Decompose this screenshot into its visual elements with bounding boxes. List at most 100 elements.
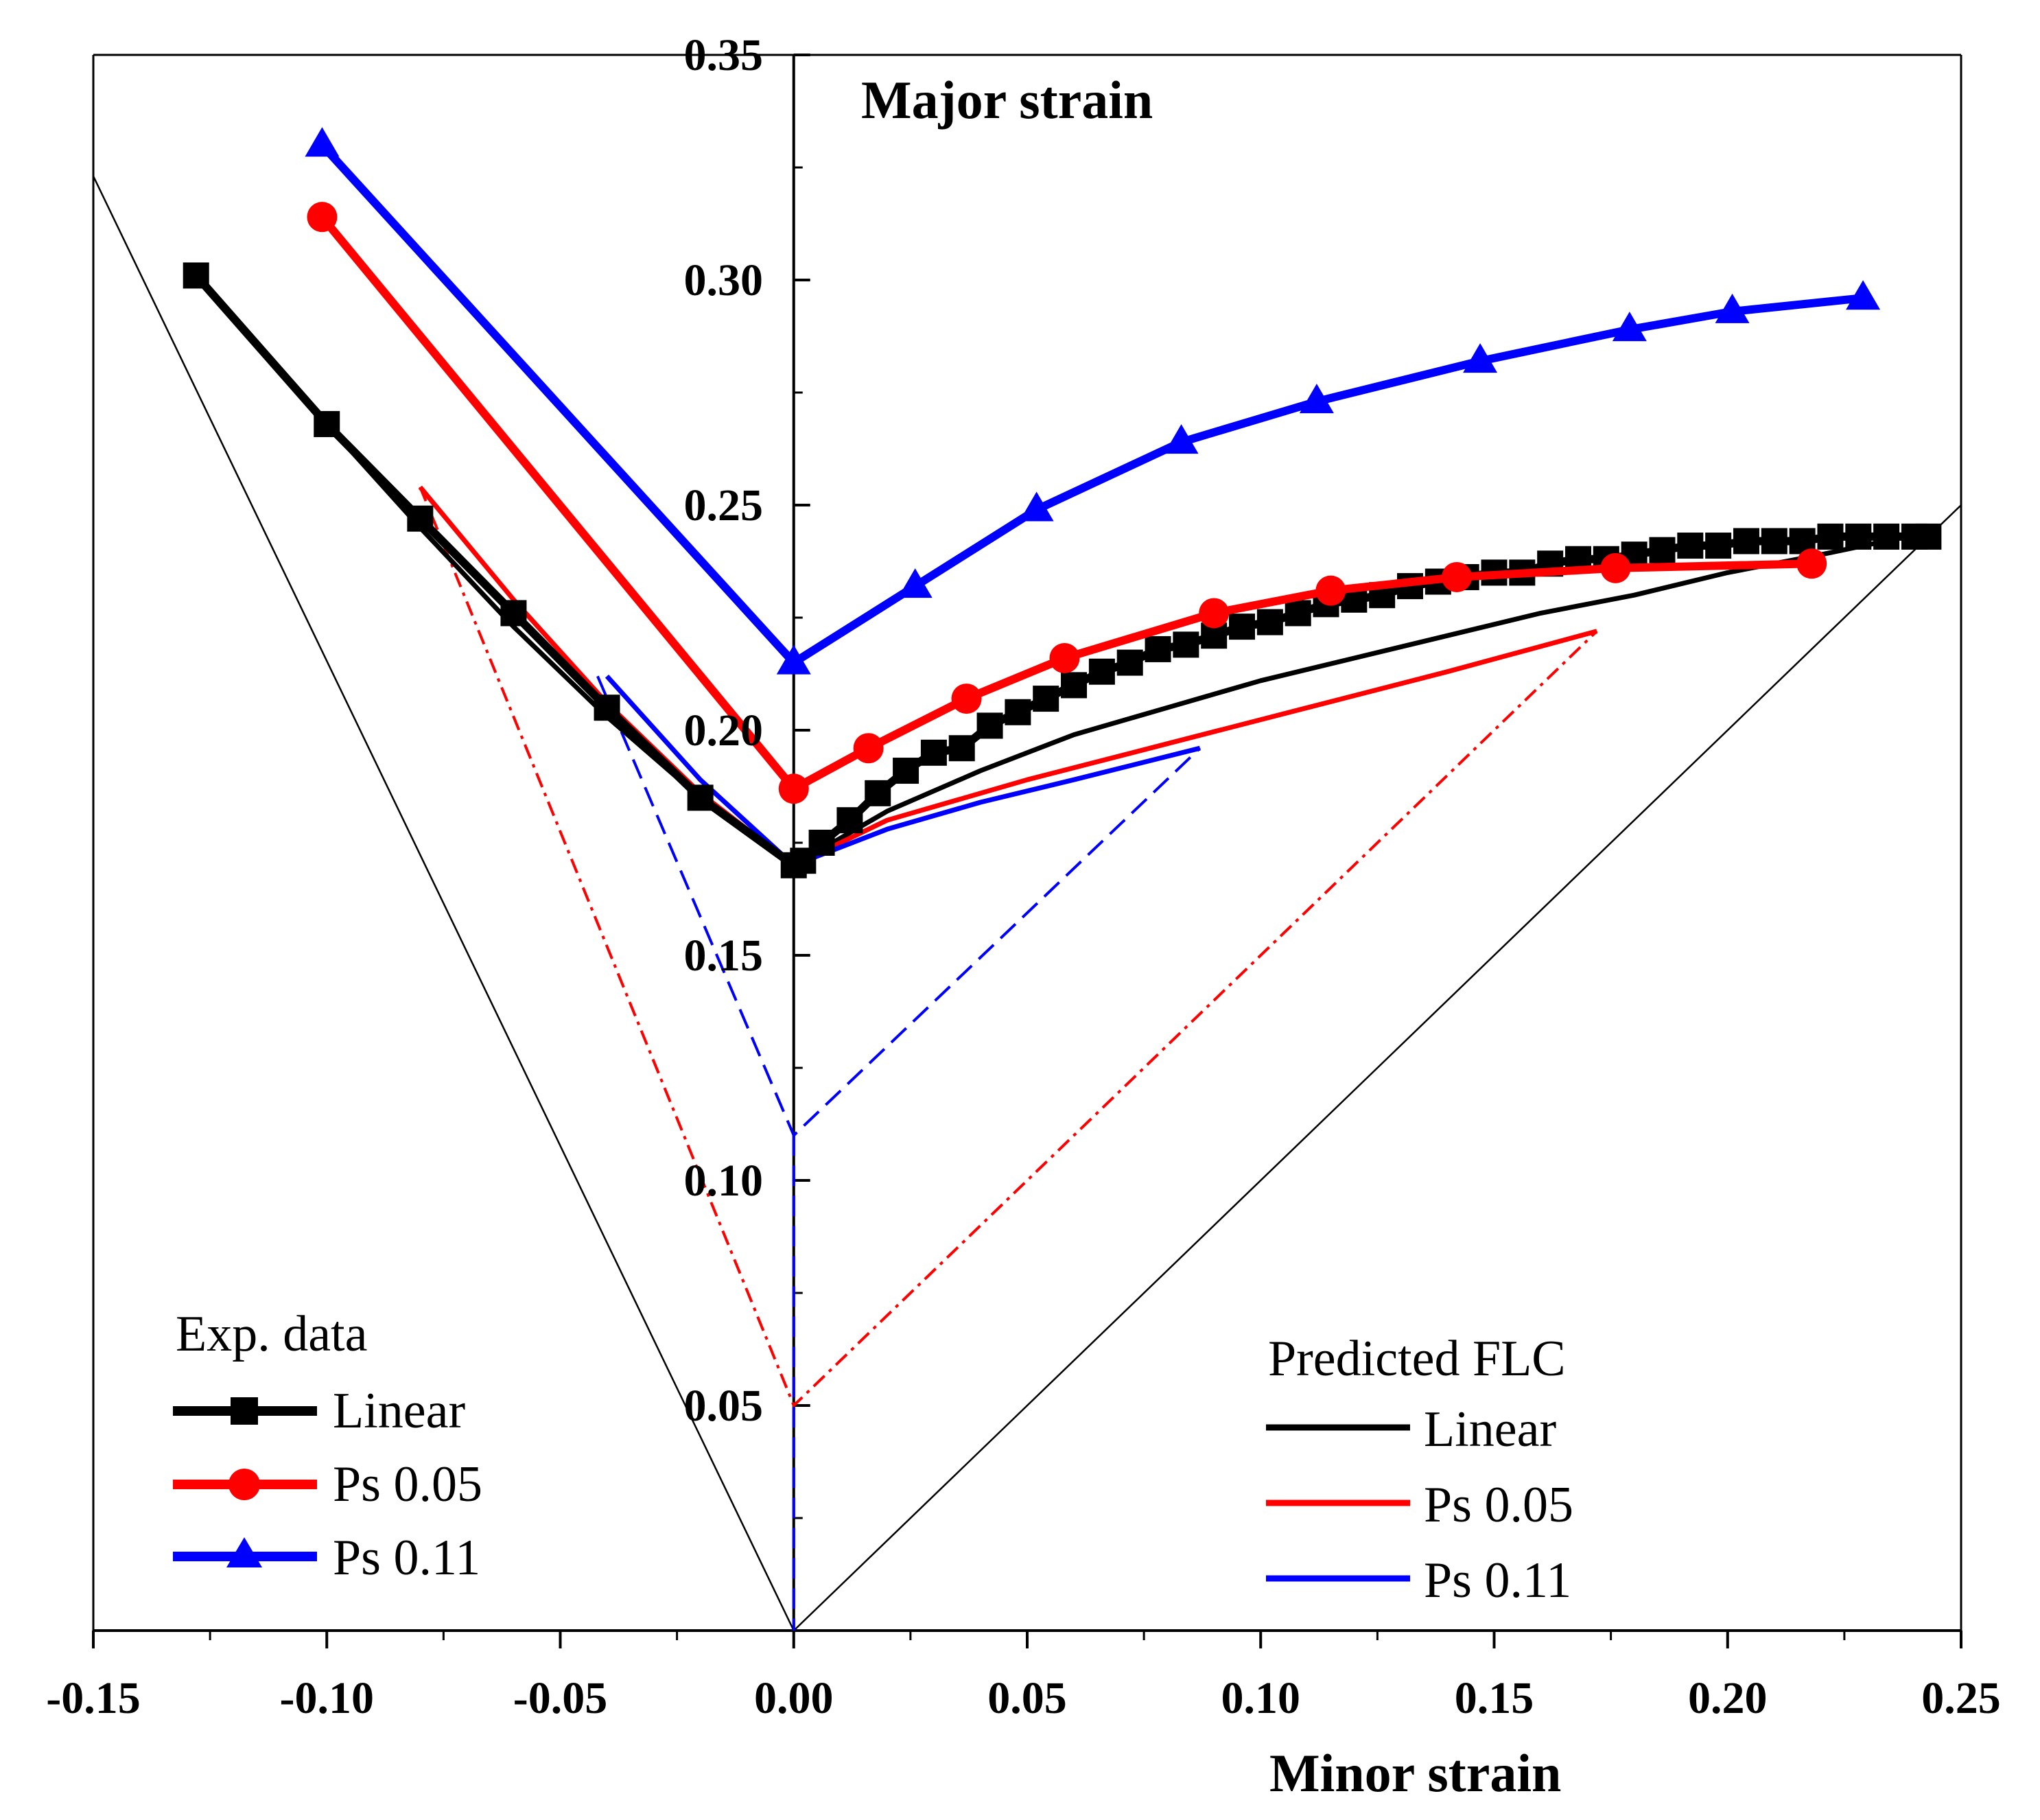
data-point-circle xyxy=(1049,643,1080,674)
data-point-square xyxy=(1033,686,1059,712)
data-point-square xyxy=(1256,609,1283,635)
data-point-square xyxy=(1061,672,1088,699)
reference-lines xyxy=(93,174,1961,1631)
y-tick-label: 0.10 xyxy=(684,1156,764,1206)
legend-item-exp-ps011: Ps 0.11 xyxy=(173,1530,480,1586)
predicted-line-ps-0-11 xyxy=(605,674,1201,868)
data-point-square xyxy=(1088,658,1115,685)
data-point-square xyxy=(314,410,340,437)
data-point-triangle xyxy=(1019,491,1054,522)
data-point-circle xyxy=(778,773,809,804)
legend-marker-square xyxy=(231,1397,258,1425)
data-point-circle xyxy=(1600,552,1631,583)
legend-label: Ps 0.05 xyxy=(333,1456,482,1513)
data-point-triangle xyxy=(1715,293,1750,323)
data-point-square xyxy=(687,784,714,811)
y-tick-label: 0.20 xyxy=(684,705,764,756)
x-tick-label: -0.05 xyxy=(513,1673,607,1723)
data-point-square xyxy=(1005,699,1031,725)
legend-marker-triangle xyxy=(226,1537,262,1567)
limit-path-ps-0-05 xyxy=(419,487,1598,1408)
data-point-square xyxy=(1873,523,1900,550)
legend-label: Ps 0.05 xyxy=(1424,1477,1573,1533)
data-point-triangle xyxy=(1299,384,1334,414)
data-point-square xyxy=(976,712,1003,739)
y-tick-labels: 0.05 0.10 0.15 0.20 0.25 0.30 0.35 xyxy=(684,30,764,1431)
data-point-circle xyxy=(307,202,338,233)
data-point-circle xyxy=(951,684,982,714)
data-point-circle xyxy=(1315,575,1346,606)
y-tick-label: 0.15 xyxy=(684,931,764,981)
data-point-square xyxy=(865,780,891,806)
x-tick-label: 0.00 xyxy=(754,1673,834,1723)
data-point-square xyxy=(1285,600,1311,627)
data-point-square xyxy=(1705,533,1732,559)
legend-label: Ps 0.11 xyxy=(1424,1552,1571,1609)
data-point-square xyxy=(1677,533,1704,559)
data-point-square xyxy=(1817,523,1844,550)
data-point-square xyxy=(1845,523,1872,550)
x-tick-label: -0.10 xyxy=(280,1673,374,1723)
data-point-square xyxy=(1173,631,1199,658)
legend-item-exp-linear: Linear xyxy=(173,1383,465,1439)
legend-title-exp: Exp. data xyxy=(176,1306,367,1362)
data-point-square xyxy=(808,830,835,856)
data-point-square xyxy=(836,807,863,834)
predicted-line-ps-0-05 xyxy=(418,485,1598,868)
data-point-triangle xyxy=(898,568,933,598)
data-point-square xyxy=(500,600,527,627)
data-point-triangle xyxy=(1612,312,1647,342)
y-axis-title: Major strain xyxy=(861,70,1153,130)
data-point-square xyxy=(183,262,209,289)
predicted-flc-lines xyxy=(194,274,1930,868)
reference-line-equibiaxial xyxy=(793,504,1961,1631)
x-tick-label: 0.20 xyxy=(1688,1673,1768,1723)
reference-line-uniaxial xyxy=(93,174,795,1631)
legend-item-pred-ps011: Ps 0.11 xyxy=(1266,1552,1571,1609)
predicted-line-linear xyxy=(194,274,1930,868)
exp-series-ps-0-05 xyxy=(307,202,1827,804)
data-point-triangle xyxy=(1463,343,1498,373)
exp-series-ps-0-11 xyxy=(305,127,1881,675)
data-point-circle xyxy=(853,733,884,764)
legend-label: Linear xyxy=(333,1383,465,1439)
exp-line-ps-0-11 xyxy=(318,142,1864,667)
x-tick-label: 0.15 xyxy=(1455,1673,1534,1723)
data-point-square xyxy=(1229,614,1256,640)
limit-strain-paths xyxy=(419,487,1598,1631)
data-point-triangle xyxy=(305,127,340,157)
axis-ticks xyxy=(92,54,1962,1648)
data-point-triangle xyxy=(1846,280,1881,310)
legend-predicted: Predicted FLC Linear Ps 0.05 Ps 0.11 xyxy=(1266,1331,1573,1609)
y-tick-label: 0.35 xyxy=(684,30,764,80)
legend-marker-circle xyxy=(228,1469,260,1500)
data-point-square xyxy=(1761,528,1787,555)
y-tick-label: 0.25 xyxy=(684,480,764,530)
data-point-circle xyxy=(1199,598,1230,629)
legend-item-pred-linear: Linear xyxy=(1266,1401,1556,1458)
data-point-square xyxy=(1649,537,1676,563)
legend-item-pred-ps005: Ps 0.05 xyxy=(1266,1477,1573,1533)
data-point-square xyxy=(1145,635,1171,662)
data-point-circle xyxy=(1442,561,1473,592)
data-point-square xyxy=(893,758,919,784)
data-point-square xyxy=(948,735,975,762)
x-tick-labels: -0.15 -0.10 -0.05 0.00 0.05 0.10 0.15 0.… xyxy=(46,1673,2000,1723)
data-point-circle xyxy=(1796,548,1827,579)
data-point-triangle xyxy=(1164,424,1199,454)
x-tick-label: -0.15 xyxy=(46,1673,140,1723)
data-point-triangle xyxy=(776,644,811,675)
data-point-square xyxy=(1116,649,1143,676)
data-point-square xyxy=(920,739,947,766)
data-point-square xyxy=(1733,528,1759,555)
y-tick-label: 0.30 xyxy=(684,255,764,305)
data-point-square xyxy=(1915,523,1942,550)
x-tick-label: 0.10 xyxy=(1221,1673,1301,1723)
legend-item-exp-ps005: Ps 0.05 xyxy=(173,1456,482,1513)
legend-label: Ps 0.11 xyxy=(333,1530,480,1586)
x-tick-label: 0.25 xyxy=(1921,1673,2001,1723)
experimental-series xyxy=(183,127,1942,878)
data-point-square xyxy=(407,505,434,532)
legend-experimental: Exp. data Linear Ps 0.05 Ps 0.11 xyxy=(173,1306,482,1586)
exp-line-ps-0-05 xyxy=(318,214,1812,793)
